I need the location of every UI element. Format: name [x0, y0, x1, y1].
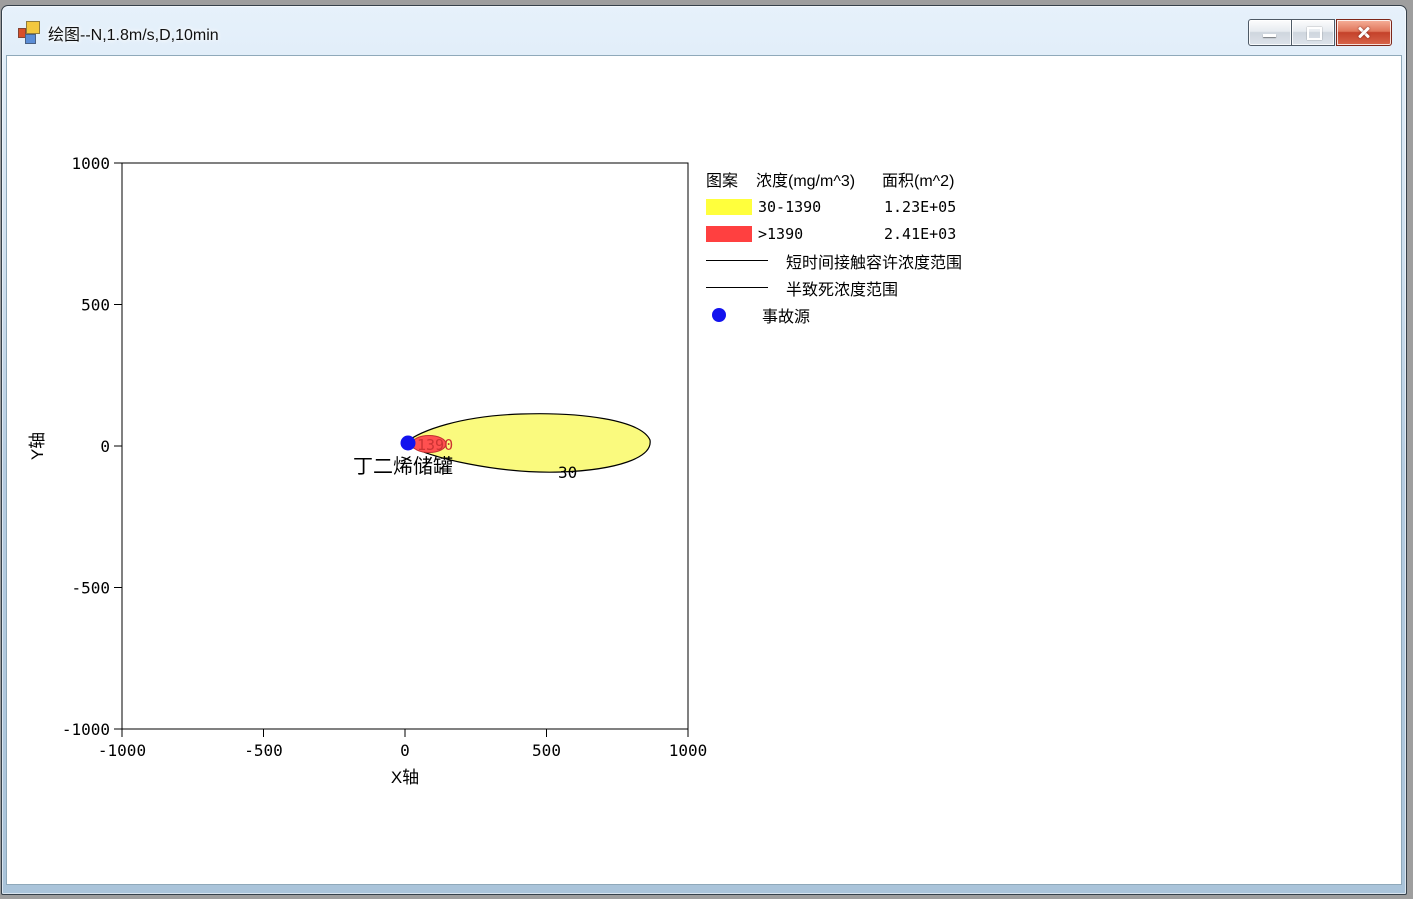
x-tick-label: -500 [244, 741, 283, 760]
x-axis-title: X轴 [391, 768, 419, 787]
client-area: -1000 -500 0 500 1000 1000 500 0 -500 -1… [6, 55, 1402, 885]
source-name-label: 丁二烯储罐 [353, 455, 453, 478]
y-tick-label: 0 [100, 437, 110, 456]
winforms-app-icon [18, 20, 42, 44]
line-swatch-icon [706, 260, 768, 261]
red-swatch-icon [706, 225, 752, 242]
close-icon [1356, 25, 1371, 40]
legend-item-source: 事故源 [706, 301, 1036, 328]
legend-header-concentration: 浓度(mg/m^3) [756, 173, 856, 190]
legend-header: 图案 浓度(mg/m^3) 面积(m^2) [706, 165, 1036, 193]
x-tick-label: 500 [532, 741, 561, 760]
minimize-icon [1263, 34, 1276, 37]
source-dot-icon [712, 307, 726, 322]
legend-header-pattern: 图案 [706, 173, 739, 190]
legend-source-label: 事故源 [762, 308, 811, 326]
legend-line-label: 半致死浓度范围 [786, 281, 899, 299]
legend-line-label: 短时间接触容许浓度范围 [786, 254, 963, 272]
icon-square-blue [25, 34, 36, 44]
title-bar[interactable]: 绘图--N,1.8m/s,D,10min [2, 6, 1406, 55]
legend-item-exposure-line: 短时间接触容许浓度范围 [706, 247, 1036, 274]
legend-range: >1390 [758, 224, 804, 243]
close-button[interactable] [1336, 19, 1392, 46]
y-axis-title: Y轴 [28, 432, 47, 460]
legend-header-area: 面积(m^2) [882, 173, 955, 190]
legend-area-value: 1.23E+05 [884, 197, 957, 216]
maximize-icon [1307, 27, 1322, 40]
icon-square-red [18, 28, 26, 38]
y-tick-label: -500 [71, 579, 110, 598]
window-title: 绘图--N,1.8m/s,D,10min [48, 27, 219, 44]
y-tick-label: -1000 [62, 720, 110, 739]
x-tick-label: 0 [400, 741, 410, 760]
legend-item-red: >1390 2.41E+03 [706, 220, 1036, 247]
dispersion-plot: -1000 -500 0 500 1000 1000 500 0 -500 -1… [28, 154, 707, 787]
legend-item-lethal-line: 半致死浓度范围 [706, 274, 1036, 301]
line-swatch-icon [706, 287, 768, 288]
legend-range: 30-1390 [758, 197, 822, 216]
y-tick-labels: 1000 500 0 -500 -1000 [62, 154, 110, 739]
minimize-button[interactable] [1248, 19, 1292, 46]
outer-contour-label: 30 [558, 463, 577, 482]
outer-contour-30 [404, 413, 651, 473]
y-tick-marks [114, 162, 122, 730]
x-tick-marks [121, 729, 689, 737]
x-tick-label: 1000 [669, 741, 708, 760]
inner-contour-label: 1390 [417, 436, 453, 454]
window-controls [1248, 19, 1392, 46]
y-tick-label: 1000 [71, 154, 110, 173]
legend: 图案 浓度(mg/m^3) 面积(m^2) 30-1390 1.23E+05 >… [706, 165, 1036, 328]
y-tick-label: 500 [81, 296, 110, 315]
app-window: 绘图--N,1.8m/s,D,10min [1, 5, 1407, 895]
x-tick-labels: -1000 -500 0 500 1000 [98, 741, 707, 760]
maximize-button[interactable] [1292, 19, 1335, 46]
legend-item-yellow: 30-1390 1.23E+05 [706, 193, 1036, 220]
accident-source-dot [400, 435, 416, 451]
legend-area-value: 2.41E+03 [884, 224, 957, 243]
yellow-swatch-icon [706, 198, 752, 215]
x-tick-label: -1000 [98, 741, 146, 760]
icon-square-yellow [26, 21, 40, 34]
